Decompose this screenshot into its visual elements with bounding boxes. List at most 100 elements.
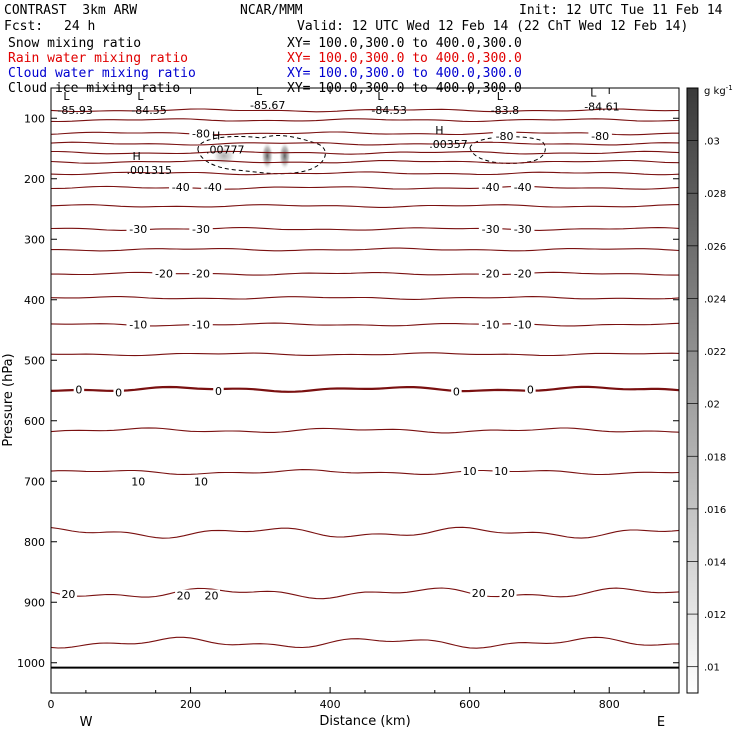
low-marker: L	[137, 90, 144, 103]
contour-label-bg	[451, 385, 462, 398]
contour-label: 10	[194, 475, 208, 488]
contour-label-bg	[189, 267, 213, 280]
cloud-shading-blob	[278, 141, 291, 170]
contour-label-bg	[59, 587, 77, 600]
contour-label: -40	[482, 181, 500, 194]
extremum-value: -83.8	[491, 104, 519, 117]
contour-label: -20	[192, 268, 210, 281]
contour-label: -10	[482, 319, 500, 332]
contour-label: -40	[172, 181, 190, 194]
y-tick-label: 900	[24, 596, 45, 609]
contour-label-bg	[478, 222, 503, 235]
low-marker: L	[256, 85, 263, 98]
contour-label-bg	[213, 385, 224, 398]
contour-label-bg	[175, 589, 193, 602]
extremum-value: -84.55	[131, 104, 166, 117]
contour-label: 0	[215, 385, 222, 398]
valid-time: Valid: 12 UTC Wed 12 Feb 14 (22 ChT Wed …	[297, 19, 689, 34]
contour-line	[51, 227, 679, 231]
contour-label-bg	[201, 181, 225, 194]
contour-label-bg	[510, 181, 535, 194]
x-tick-label: 0	[48, 698, 55, 711]
contour-label-bg	[189, 318, 213, 331]
x-tick-label: 800	[599, 698, 620, 711]
colorbar	[686, 87, 699, 694]
contour-label: 10	[494, 465, 508, 478]
contour-label: -80	[496, 130, 514, 143]
contour-line	[51, 385, 679, 393]
contour-label: 0	[527, 383, 534, 396]
high-marker: H	[212, 129, 220, 142]
contour-label-bg	[126, 318, 150, 331]
contour-label-bg	[478, 181, 503, 194]
contour-label-bg	[525, 383, 536, 396]
contour-label: 0	[75, 383, 82, 396]
y-tick-label: 500	[24, 354, 45, 367]
y-axis-title: Pressure (hPa)	[1, 353, 16, 446]
x-axis-title: Distance (km)	[319, 714, 410, 729]
contour-label-bg	[189, 222, 213, 235]
contour-label-bg	[169, 181, 193, 194]
y-tick-label: 400	[24, 294, 45, 307]
colorbar-tick-label: .014	[704, 557, 726, 568]
west-label: W	[80, 715, 93, 730]
colorbar-tick-label: .012	[704, 610, 726, 621]
y-tick-label: 600	[24, 415, 45, 428]
colorbar-units-base: g kg	[704, 86, 726, 97]
contour-line	[51, 352, 679, 357]
contour-label-bg	[510, 318, 535, 331]
temperature-contours	[51, 108, 679, 649]
extremum-value: .00357	[429, 138, 468, 151]
contour-line	[51, 108, 679, 113]
colorbar-units: g kg-1	[704, 84, 733, 97]
contour-line	[51, 587, 679, 600]
colorbar-tick-label: .022	[704, 347, 726, 358]
y-tick-label: 700	[24, 475, 45, 488]
contour-label-bg	[461, 464, 479, 477]
high-marker: H	[132, 150, 140, 163]
contour-line	[51, 185, 679, 190]
contour-label: 20	[472, 587, 486, 600]
contour-label: 20	[501, 587, 515, 600]
contour-label: -20	[155, 268, 173, 281]
field-name-cloud-water: Cloud water mixing ratio	[8, 66, 196, 81]
x-tick-label: 600	[459, 698, 480, 711]
contour-line	[51, 271, 679, 276]
contour-line	[51, 427, 679, 434]
contour-label: 20	[61, 588, 75, 601]
colorbar-tick-label: .016	[704, 505, 726, 516]
colorbar-units-exp: -1	[726, 84, 733, 92]
y-tick-label: 100	[24, 112, 45, 125]
plot-frame	[50, 87, 680, 694]
contour-label: -80	[591, 130, 609, 143]
cloud-outline	[197, 135, 326, 175]
field-xy-rain: XY= 100.0,300.0 to 400.0,300.0	[287, 51, 522, 66]
contour-label-bg	[478, 267, 503, 280]
low-marker: L	[590, 86, 597, 99]
y-tick-label: 300	[24, 233, 45, 246]
contour-line	[51, 636, 679, 649]
extremum-value: .001315	[126, 164, 172, 177]
contour-line	[51, 141, 679, 146]
contour-line	[51, 150, 679, 155]
contour-label-bg	[202, 589, 220, 602]
x-tick-label: 200	[180, 698, 201, 711]
contour-line	[51, 247, 679, 252]
contour-label-bg	[588, 129, 612, 142]
contour-label: -20	[514, 268, 532, 281]
contour-label-bg	[492, 464, 510, 477]
contour-label: -30	[129, 223, 147, 236]
cloud-outline	[469, 136, 546, 164]
contour-line	[51, 526, 679, 539]
colorbar-ticks: .03 .028 .026 .024 .022 .02 .018 .016 .014 .012 .0…	[687, 137, 726, 674]
contour-label-bg	[129, 475, 147, 488]
forecast-hour: 24 h	[64, 19, 96, 34]
contour-label-bg	[152, 267, 176, 280]
contour-label-bg	[470, 587, 488, 600]
field-xy-snow: XY= 100.0,300.0 to 400.0,300.0	[287, 36, 522, 51]
contour-label: 0	[115, 386, 122, 399]
colorbar-tick-label: .026	[704, 242, 726, 253]
low-marker: L	[497, 90, 504, 103]
field-name-snow: Snow mixing ratio	[8, 36, 142, 51]
